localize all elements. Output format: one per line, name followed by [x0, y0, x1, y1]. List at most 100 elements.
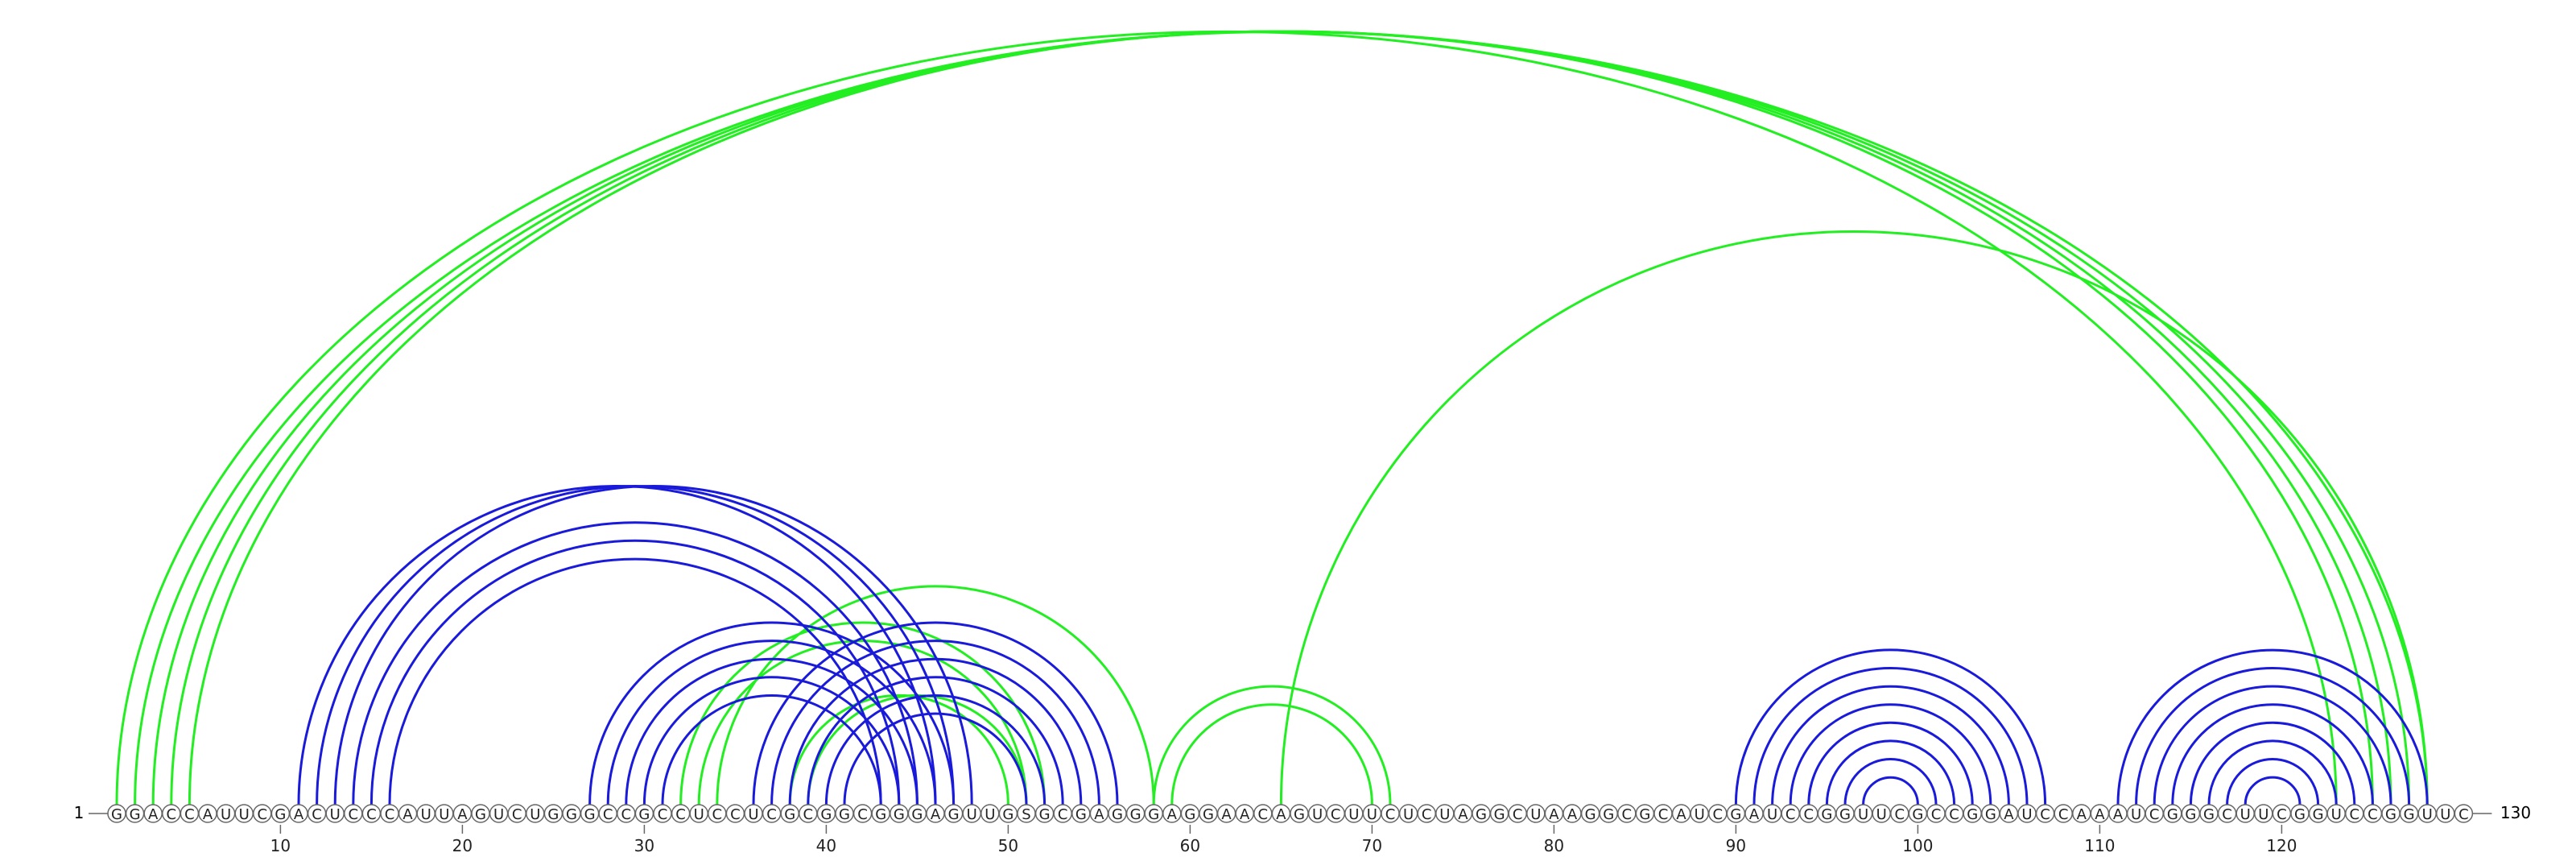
tick-label-120: 120: [2266, 836, 2297, 855]
blue-arc-27-47: [588, 621, 956, 805]
nucleotide-letter: G: [1494, 806, 1505, 823]
nucleotide-letter: G: [475, 806, 486, 823]
nucleotide-letter: C: [1895, 806, 1905, 823]
nucleotide-letter: A: [2113, 806, 2124, 823]
nucleotide-letter: G: [2404, 806, 2415, 823]
nucleotide-letter: G: [1839, 806, 1851, 823]
nucleotide-letter: A: [1240, 806, 1250, 823]
blue-arc-40-52: [824, 693, 1046, 805]
nucleotide-letter: A: [1221, 806, 1232, 823]
nucleotide-letter: U: [2240, 806, 2251, 823]
nucleotide-letter: U: [439, 806, 449, 823]
nucleotide-letter: G: [2203, 806, 2215, 823]
blue-arc-95-102: [1825, 739, 1956, 805]
nucleotide-letter: G: [2294, 806, 2306, 823]
nucleotide-letter: U: [2021, 806, 2032, 823]
nucleotide-letter: G: [1294, 806, 1305, 823]
nucleotide-letter: C: [312, 806, 322, 823]
nucleotide-letter: U: [330, 806, 341, 823]
nucleotide-letter: C: [2350, 806, 2360, 823]
blue-arc-37-55: [770, 640, 1100, 805]
nucleotide-letter: G: [111, 806, 122, 823]
tick-label-80: 80: [1544, 836, 1564, 855]
nucleotide-letter: U: [967, 806, 977, 823]
nucleotide-letter: A: [1094, 806, 1104, 823]
nucleotide-letter: C: [1058, 806, 1068, 823]
blue-arc-39-53: [807, 676, 1064, 805]
nucleotide-letter: G: [2313, 806, 2324, 823]
blue-arc-114-125: [2171, 703, 2374, 805]
blue-arc-31-43: [661, 693, 882, 805]
nucleotide-letter: G: [1184, 806, 1195, 823]
green-arc-5-125: [188, 30, 2374, 805]
nucleotide-circle: [2454, 804, 2474, 823]
blue-arc-90-107: [1734, 648, 2047, 805]
blue-arc-92-105: [1771, 685, 2010, 805]
start-label: 1: [74, 803, 85, 822]
nucleotide-letter: C: [2458, 806, 2469, 823]
nucleotide-letter: A: [1567, 806, 1578, 823]
blue-arc-115-124: [2189, 721, 2356, 805]
nucleotide-letter: A: [1749, 806, 1760, 823]
nucleotide-letter: G: [894, 806, 905, 823]
blue-arc-113-126: [2153, 685, 2392, 805]
nucleotide-letter: C: [730, 806, 741, 823]
blue-arc-91-106: [1752, 667, 2029, 805]
tick-label-10: 10: [270, 836, 291, 855]
blue-arc-41-51: [843, 712, 1028, 805]
position-ticks: 10 20 30 40 50 60 70 80 90 100 110 120: [270, 825, 2297, 855]
nucleotide-letter: U: [748, 806, 758, 823]
blue-arc-118-121: [2244, 776, 2301, 805]
nucleotide-letter: G: [1912, 806, 1923, 823]
nucleotide-letter: C: [2058, 806, 2069, 823]
blue-arc-112-127: [2135, 667, 2411, 805]
nucleotide-letter: G: [1585, 806, 1596, 823]
blue-arc-14-45: [352, 521, 919, 805]
nucleotide-letter: U: [1767, 806, 1777, 823]
nucleotide-letter: C: [1713, 806, 1724, 823]
nucleotide-letter: G: [1148, 806, 1159, 823]
nucleotide-letter: C: [258, 806, 268, 823]
nucleotide-letter: S: [1022, 806, 1030, 823]
nucleotide-letter: U: [1367, 806, 1377, 823]
nucleotide-letter: C: [1385, 806, 1396, 823]
tick-label-90: 90: [1726, 836, 1746, 855]
nucleotide-letter: G: [1203, 806, 1214, 823]
nucleotide-letter: C: [2222, 806, 2232, 823]
nucleotide-letter: C: [2277, 806, 2287, 823]
blue-arc-13-48: [333, 485, 973, 805]
nucleotide-letter: U: [694, 806, 704, 823]
tick-label-100: 100: [1902, 836, 1933, 855]
nucleotide-letter: C: [1658, 806, 1669, 823]
nucleotide-letter: C: [658, 806, 668, 823]
nucleotide-letter: G: [784, 806, 795, 823]
nucleotide-letter: A: [2095, 806, 2105, 823]
nucleotide-letter: U: [985, 806, 995, 823]
nucleotide-letter: A: [1676, 806, 1686, 823]
blue-arc-38-54: [788, 657, 1083, 805]
blue-arc-117-122: [2226, 758, 2320, 805]
nucleotide-letter: C: [712, 806, 723, 823]
nucleotide-letter: A: [203, 806, 213, 823]
nucleotide-letter: C: [1785, 806, 1796, 823]
nucleotide-letter: C: [184, 806, 195, 823]
blue-arc-28-46: [606, 640, 937, 805]
blue-arc-116-123: [2207, 739, 2338, 805]
nucleotide-letter: A: [1167, 806, 1178, 823]
nucleotide-letter: G: [1075, 806, 1087, 823]
nucleotide-letter: G: [820, 806, 832, 823]
nucleotide-letter: C: [349, 806, 359, 823]
nucleotide-letter: G: [566, 806, 577, 823]
nucleotide-letter: G: [1002, 806, 1013, 823]
nucleotide-letter: C: [2149, 806, 2160, 823]
nucleotide-letter: G: [1639, 806, 1650, 823]
green-arc-38-50: [788, 693, 1009, 805]
nucleotide-letter: U: [2258, 806, 2268, 823]
blue-arc-96-101: [1843, 758, 1938, 805]
nucleotide-letter: G: [1967, 806, 1978, 823]
nucleotide-letter: G: [547, 806, 559, 823]
tick-label-40: 40: [816, 836, 836, 855]
nucleotide-letter: C: [1949, 806, 1959, 823]
nucleotide-letter: A: [148, 806, 159, 823]
